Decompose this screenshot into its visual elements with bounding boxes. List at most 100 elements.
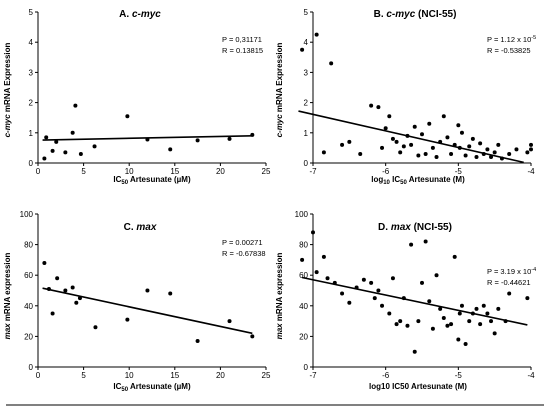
- panel-d-data-point: [412, 349, 417, 354]
- panel-a-data-point: [63, 150, 68, 155]
- panel-b-data-point: [459, 130, 464, 135]
- panel-a-y-tick-label: 3: [29, 68, 34, 77]
- panel-a-data-point: [50, 148, 55, 153]
- panel-b-data-point: [430, 145, 435, 150]
- panel-b-data-point: [499, 156, 504, 161]
- panel-b-data-point: [463, 153, 468, 158]
- panel-c-y-tick-label: 0: [29, 363, 34, 372]
- panel-c-data-point: [145, 288, 150, 293]
- panel-b: B. c-myc (NCI-55) P = 1.12 x 10-5 R = -0…: [275, 9, 536, 186]
- panel-d-y-tick-label: 40: [299, 302, 308, 311]
- panel-b-data-point: [412, 124, 417, 129]
- panel-a-data-point: [44, 135, 49, 140]
- panel-d-data-point: [409, 242, 414, 247]
- panel-d-data-point: [467, 319, 472, 324]
- panel-c-y-tick-label: 80: [24, 241, 33, 250]
- panel-b-data-point: [383, 126, 388, 131]
- panel-d-data-point: [470, 311, 475, 316]
- panel-d: D. max (NCI-55) P = 3.19 x 10-4 R = -0.4…: [275, 222, 536, 391]
- panel-c-data-point: [168, 291, 173, 296]
- panel-c-y-tick-label: 40: [24, 302, 33, 311]
- panel-d-data-point: [321, 254, 326, 259]
- panel-c-data-point: [46, 286, 51, 291]
- panel-d-data-point: [525, 296, 530, 301]
- panel-a-title: A. c-myc: [119, 9, 161, 20]
- panel-b-data-point: [481, 151, 486, 156]
- panel-d-data-point: [492, 331, 497, 336]
- panel-d-data-point: [503, 319, 508, 324]
- panel-d-data-point: [361, 277, 366, 282]
- panel-b-stat-r: R = -0.53825: [487, 46, 531, 55]
- panel-b-data-point: [507, 151, 512, 156]
- panel-a-y-tick-label: 1: [29, 129, 34, 138]
- panel-c-data-point: [77, 296, 82, 301]
- panel-c-data-point: [42, 260, 47, 265]
- panel-b-data-point: [467, 144, 472, 149]
- panel-b-data-point: [321, 150, 326, 155]
- panel-b-data-point: [369, 103, 374, 108]
- panel-b-data-point: [427, 121, 432, 126]
- panel-b-data-point: [394, 139, 399, 144]
- panel-d-data-point: [434, 273, 439, 278]
- panel-d-data-point: [459, 303, 464, 308]
- panel-d-x-tick-label: -6: [382, 371, 390, 380]
- panel-d-y-tick-label: 80: [299, 241, 308, 250]
- panel-d-data-point: [347, 300, 352, 305]
- panel-c-xlabel: IC50 Artesunate (µM): [113, 382, 191, 393]
- panel-d-y-tick-label: 0: [304, 363, 309, 372]
- panel-d-data-point: [390, 276, 395, 281]
- panel-b-y-tick-label: 4: [304, 38, 309, 47]
- panel-b-data-point: [300, 47, 305, 52]
- panel-b-data-point: [416, 153, 421, 158]
- panel-c-y-tick-label: 20: [24, 332, 33, 341]
- panel-d-data-point: [394, 322, 399, 327]
- panel-b-data-point: [478, 141, 483, 146]
- panel-d-xlabel: log10 IC50 Artesunate (M): [369, 382, 467, 391]
- panel-b-data-point: [405, 133, 410, 138]
- panel-c-data-point: [55, 276, 60, 281]
- panel-d-stat-p: P = 3.19 x 10-4: [487, 267, 536, 276]
- panel-b-ylabel: c-myc mRNA Expression: [275, 42, 284, 137]
- panel-b-xlabel: log10 IC50 Artesunate (M): [371, 175, 465, 186]
- panel-c-data-point: [125, 317, 130, 322]
- panel-d-stat-r: R = -0.44621: [487, 278, 531, 287]
- panel-d-ylabel: max mRNA expression: [275, 252, 284, 339]
- panel-d-x-tick-label: -5: [455, 371, 463, 380]
- panel-d-data-point: [438, 306, 443, 311]
- panel-c-x-tick-label: 15: [170, 371, 179, 380]
- panel-a-x-tick-label: 10: [125, 167, 134, 176]
- panel-a-data-point: [70, 130, 75, 135]
- panel-b-stat-p: P = 1.12 x 10-5: [487, 35, 536, 44]
- panel-b-data-point: [420, 132, 424, 137]
- panel-c-x-tick-label: 20: [216, 371, 225, 380]
- panel-a-y-tick-label: 5: [29, 8, 34, 17]
- panel-b-data-point: [380, 145, 385, 150]
- panel-b-data-point: [358, 151, 363, 156]
- panel-b-y-tick-label: 5: [304, 8, 309, 17]
- panel-a-xlabel: IC50 Artesunate (µM): [113, 175, 191, 186]
- panel-c-y-tick-label: 60: [24, 271, 33, 280]
- panel-c-data-point: [50, 311, 55, 316]
- panel-b-data-point: [529, 147, 533, 152]
- panel-b-trend-line: [298, 110, 524, 164]
- panel-d-data-point: [380, 303, 385, 308]
- panel-b-x-tick-label: -7: [309, 167, 317, 176]
- panel-b-data-point: [401, 144, 406, 149]
- panel-c-data-point: [195, 338, 200, 343]
- panel-d-data-point: [427, 299, 432, 304]
- panel-d-x-tick-label: -4: [527, 371, 535, 380]
- panel-a-ylabel: c-myc mRNA Expression: [3, 42, 12, 137]
- panel-b-data-point: [470, 136, 475, 141]
- panel-d-data-point: [387, 311, 392, 316]
- panel-b-data-point: [456, 123, 461, 128]
- panel-b-data-point: [485, 147, 490, 152]
- panel-a-data-point: [42, 156, 47, 161]
- panel-b-x-tick-label: -6: [382, 167, 390, 176]
- panel-d-data-point: [481, 303, 486, 308]
- panel-b-data-point: [340, 142, 345, 147]
- panel-c-data-point: [227, 319, 232, 324]
- panel-b-data-point: [347, 139, 352, 144]
- panel-d-data-point: [445, 323, 450, 328]
- panel-b-data-point: [525, 150, 530, 155]
- panel-c-x-tick-label: 25: [262, 371, 271, 380]
